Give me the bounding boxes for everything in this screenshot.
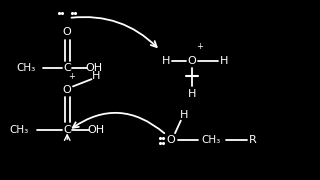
Text: O: O xyxy=(167,135,176,145)
Text: H: H xyxy=(162,56,171,66)
Text: H: H xyxy=(92,71,100,81)
Text: O: O xyxy=(63,27,72,37)
Text: O: O xyxy=(63,85,72,95)
Text: R: R xyxy=(249,135,257,145)
Text: H: H xyxy=(220,56,228,66)
Text: +: + xyxy=(68,72,76,81)
Text: CH₃: CH₃ xyxy=(10,125,29,135)
Text: H: H xyxy=(188,89,196,99)
Text: CH₃: CH₃ xyxy=(202,135,221,145)
Text: OH: OH xyxy=(87,125,105,135)
Text: CH₃: CH₃ xyxy=(16,63,35,73)
Text: H: H xyxy=(180,110,188,120)
Text: OH: OH xyxy=(86,63,103,73)
Text: O: O xyxy=(188,56,196,66)
Text: C: C xyxy=(63,125,71,135)
Text: C: C xyxy=(63,63,71,73)
Text: +: + xyxy=(196,42,204,51)
